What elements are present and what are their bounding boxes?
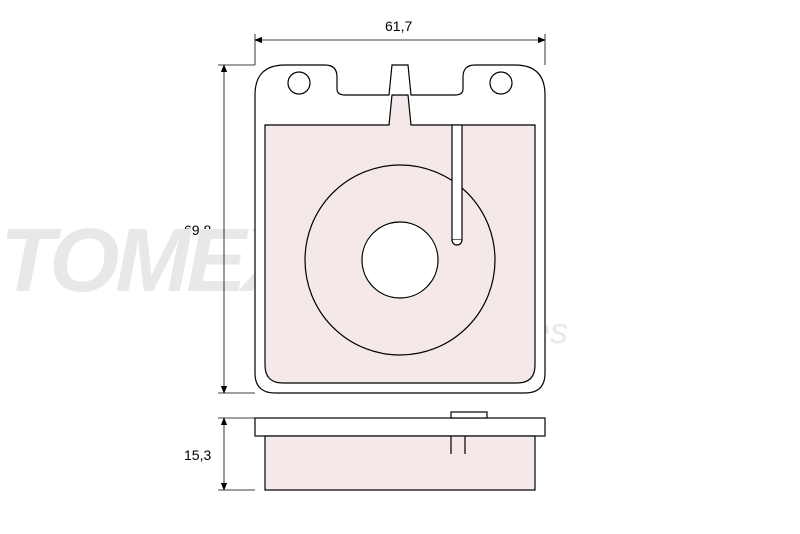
drawing-svg: [0, 0, 800, 534]
wear-indicator-slot: [452, 125, 462, 245]
dimension-height: [218, 65, 255, 393]
mounting-hole-right: [490, 72, 512, 94]
mounting-hole-left: [288, 72, 310, 94]
technical-drawing: TOMEX brakes 61,7 69,8 15,3: [0, 0, 800, 534]
friction-material-edge: [265, 436, 535, 490]
side-view: [255, 412, 545, 490]
dimension-thickness: [218, 418, 255, 490]
front-view: [255, 65, 545, 393]
center-ring-inner: [362, 222, 438, 298]
backing-plate-edge: [255, 418, 545, 436]
dimension-width: [255, 34, 545, 65]
